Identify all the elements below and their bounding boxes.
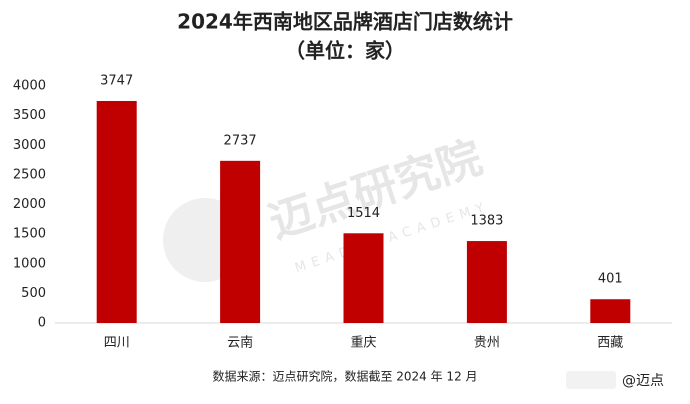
x-tick-label: 贵州: [474, 336, 500, 351]
y-tick-label: 4000: [13, 79, 46, 94]
y-tick-label: 3500: [13, 108, 46, 123]
bar: [343, 233, 384, 323]
source-note: 数据来源：迈点研究院，数据截至 2024 年 12 月: [212, 369, 477, 384]
y-tick-label: 500: [21, 286, 46, 301]
y-tick-label: 0: [38, 316, 46, 331]
data-label: 1514: [347, 206, 380, 221]
y-tick-label: 1000: [13, 256, 46, 271]
y-tick-label: 2000: [13, 197, 46, 212]
bar: [590, 299, 631, 323]
y-tick-label: 3000: [13, 138, 46, 153]
y-tick-label: 2500: [13, 167, 46, 182]
credit-logo: [566, 371, 616, 389]
data-label: 401: [598, 272, 623, 287]
data-label: 2737: [224, 133, 257, 148]
credit: @迈点: [622, 373, 664, 389]
bar: [466, 241, 507, 323]
data-label: 3747: [100, 73, 133, 88]
x-tick-label: 重庆: [350, 335, 376, 351]
data-label: 1383: [470, 214, 503, 229]
chart-subtitle: （单位：家）: [285, 39, 405, 63]
y-tick-label: 1500: [13, 227, 46, 242]
chart-title: 2024年西南地区品牌酒店门店数统计: [177, 10, 513, 34]
x-tick-label: 四川: [104, 336, 130, 351]
x-tick-label: 云南: [227, 335, 253, 351]
bar: [96, 100, 137, 323]
bar: [220, 160, 261, 323]
x-tick-label: 西藏: [597, 336, 623, 351]
